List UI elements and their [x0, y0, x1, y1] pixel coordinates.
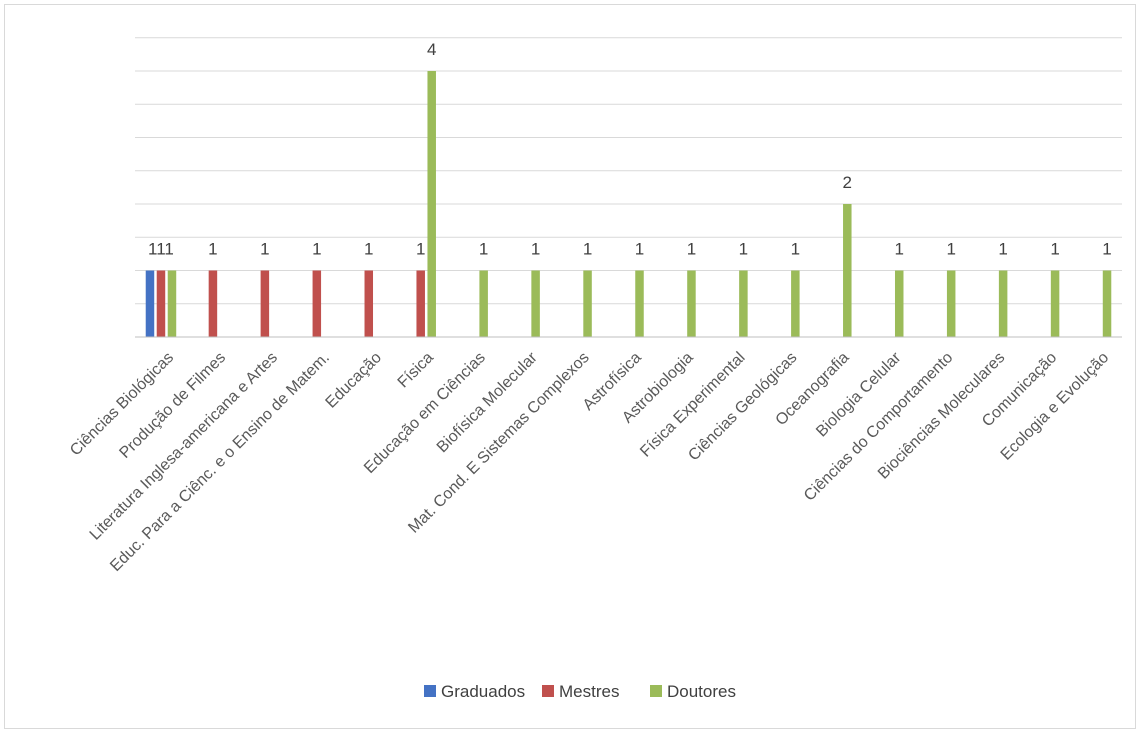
data-label-13-1: 1 [791, 240, 800, 259]
bar-doutores-1 [167, 270, 177, 337]
bar-doutores-7 [479, 270, 488, 337]
bar-doutores-12 [739, 270, 748, 337]
data-label-9-1: 1 [583, 240, 592, 259]
data-label-8-1: 1 [531, 240, 540, 259]
bar-doutores-17 [998, 270, 1008, 337]
bar-doutores-14 [843, 204, 852, 337]
legend: Graduados Mestres Doutores [424, 682, 736, 701]
x-tick-label-5: Educação [323, 349, 385, 411]
bar-doutores-16 [946, 270, 956, 337]
bar-mestres-6 [416, 270, 425, 337]
bar-doutores-9 [583, 270, 592, 337]
data-label-12-1: 1 [739, 240, 748, 259]
data-label-2-1: 1 [208, 240, 217, 259]
bar-doutores-13 [791, 270, 800, 337]
bar-mestres-5 [364, 270, 374, 337]
data-label-1: 111 [148, 240, 174, 259]
bar-mestres-1 [156, 270, 166, 337]
data-label-6-1: 1 [416, 240, 425, 259]
legend-label-mestres: Mestres [559, 682, 619, 701]
legend-swatch-mestres [542, 685, 554, 697]
bar-doutores-18 [1050, 270, 1060, 337]
bar-mestres-4 [312, 270, 322, 337]
data-label-19-1: 1 [1102, 240, 1111, 259]
data-label-16-1: 1 [946, 240, 955, 259]
data-label-3-1: 1 [260, 240, 269, 259]
bars [145, 71, 1112, 337]
bar-doutores-15 [894, 270, 904, 337]
legend-swatch-doutores [650, 685, 662, 697]
x-tick-label-6: Física [395, 349, 437, 391]
x-tick-label-9: Mat. Cond. E Sistemas Complexos [405, 349, 592, 536]
data-label-15-1: 1 [895, 240, 904, 259]
bar-doutores-6 [427, 71, 436, 337]
bar-doutores-8 [531, 270, 540, 337]
bar-doutores-19 [1102, 270, 1112, 337]
data-label-4-1: 1 [312, 240, 321, 259]
bar-chart: 111 1 1 1 1 141 1 1 1 1 1 121 1 1 1 1 Ciências Biológic… [67, 37, 1122, 701]
bar-graduados-1 [145, 270, 155, 337]
bar-mestres-2 [208, 270, 218, 337]
data-label-18-1: 1 [1050, 240, 1059, 259]
data-label-17-1: 1 [998, 240, 1007, 259]
data-label-11-1: 1 [687, 240, 696, 259]
bar-doutores-11 [687, 270, 696, 337]
data-label-14-1: 2 [843, 173, 852, 192]
legend-label-graduados: Graduados [441, 682, 525, 701]
data-label-7-1: 1 [479, 240, 488, 259]
data-labels: 111 1 1 1 1 141 1 1 1 1 1 121 1 1 1 1 [148, 40, 1112, 259]
gridlines [135, 37, 1122, 305]
bar-mestres-3 [260, 270, 270, 337]
x-tick-label-3: Literatura Inglesa-americana e Artes [87, 349, 281, 543]
chart-frame: 111 1 1 1 1 1 4 1 1 1 1 1 1 1 2 1 1 1 1 1 Ciências Biológic… [4, 4, 1136, 729]
data-label-5-1: 1 [364, 240, 373, 259]
x-tick-label-8: Biofísica Molecular [434, 349, 541, 456]
legend-label-doutores: Doutores [667, 682, 736, 701]
bar-doutores-10 [635, 270, 644, 337]
data-label-6-2: 4 [427, 40, 436, 59]
legend-swatch-graduados [424, 685, 436, 697]
data-label-10-1: 1 [635, 240, 644, 259]
